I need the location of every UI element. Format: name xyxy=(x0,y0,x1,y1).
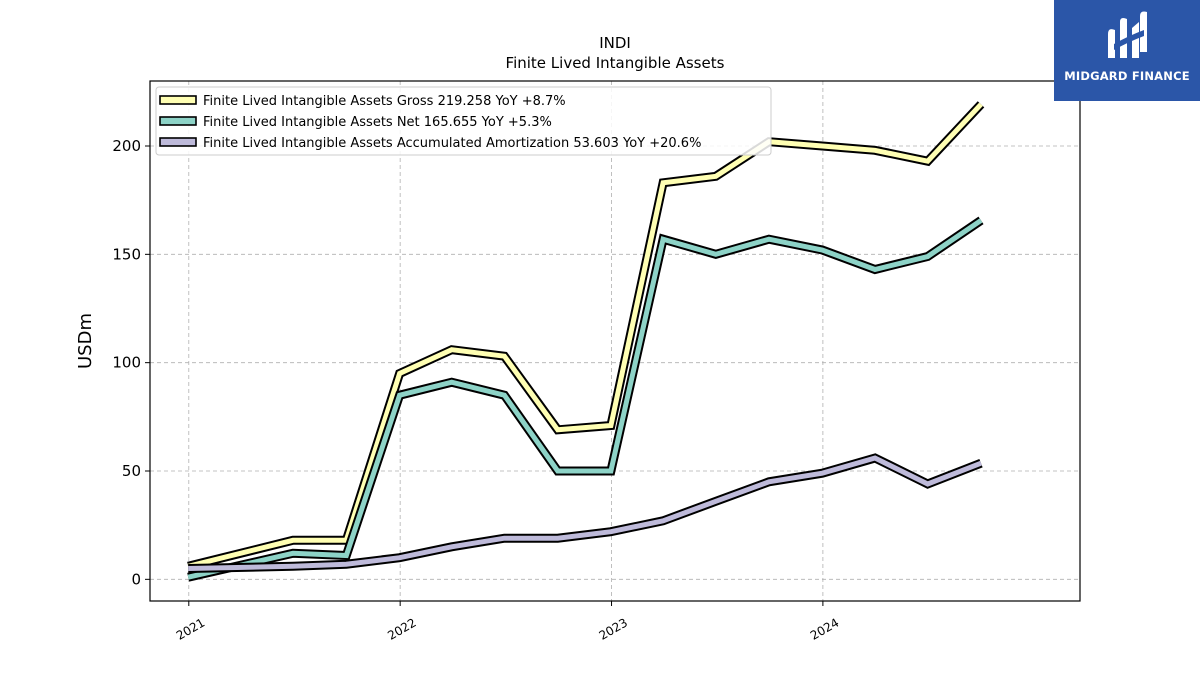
brand-logo: MIDGARD FINANCE xyxy=(1054,0,1200,101)
logo-mark-icon xyxy=(1108,11,1147,58)
legend-label: Finite Lived Intangible Assets Gross 219… xyxy=(203,94,566,109)
series-2-outline xyxy=(187,216,984,582)
series-3-line xyxy=(188,455,982,571)
x-axis: 2021 2022 2023 2024 xyxy=(174,601,841,643)
legend: Finite Lived Intangible Assets Gross 219… xyxy=(155,86,772,156)
legend-swatch xyxy=(159,116,197,126)
y-tick-label: 50 xyxy=(122,462,141,480)
legend-box xyxy=(155,86,772,156)
chart-subtitle: Finite Lived Intangible Assets xyxy=(506,54,725,72)
brand-name: MIDGARD FINANCE xyxy=(1064,69,1190,83)
series-1-line xyxy=(187,102,983,569)
legend-label: Finite Lived Intangible Assets Accumulat… xyxy=(203,136,701,151)
y-tick-label: 0 xyxy=(131,570,141,588)
plot-frame xyxy=(149,80,1081,602)
series-2-line xyxy=(187,218,983,580)
legend-label: Finite Lived Intangible Assets Net 165.6… xyxy=(203,115,552,130)
legend-swatch xyxy=(159,137,197,147)
grid xyxy=(150,81,1080,601)
series-lines xyxy=(187,101,985,582)
x-tick-label: 2022 xyxy=(385,615,418,642)
y-tick-label: 100 xyxy=(112,354,141,372)
y-tick-label: 150 xyxy=(112,245,141,263)
legend-swatch xyxy=(159,95,197,105)
chart-title: INDI xyxy=(599,34,631,52)
x-tick-label: 2021 xyxy=(174,615,207,642)
y-axis: 0 50 100 150 200 xyxy=(112,137,150,588)
series-1-outline xyxy=(187,101,985,571)
x-tick-label: 2023 xyxy=(597,615,630,642)
y-axis-label: USDm xyxy=(75,313,96,369)
y-tick-label: 200 xyxy=(112,137,141,155)
x-tick-label: 2024 xyxy=(808,615,841,642)
